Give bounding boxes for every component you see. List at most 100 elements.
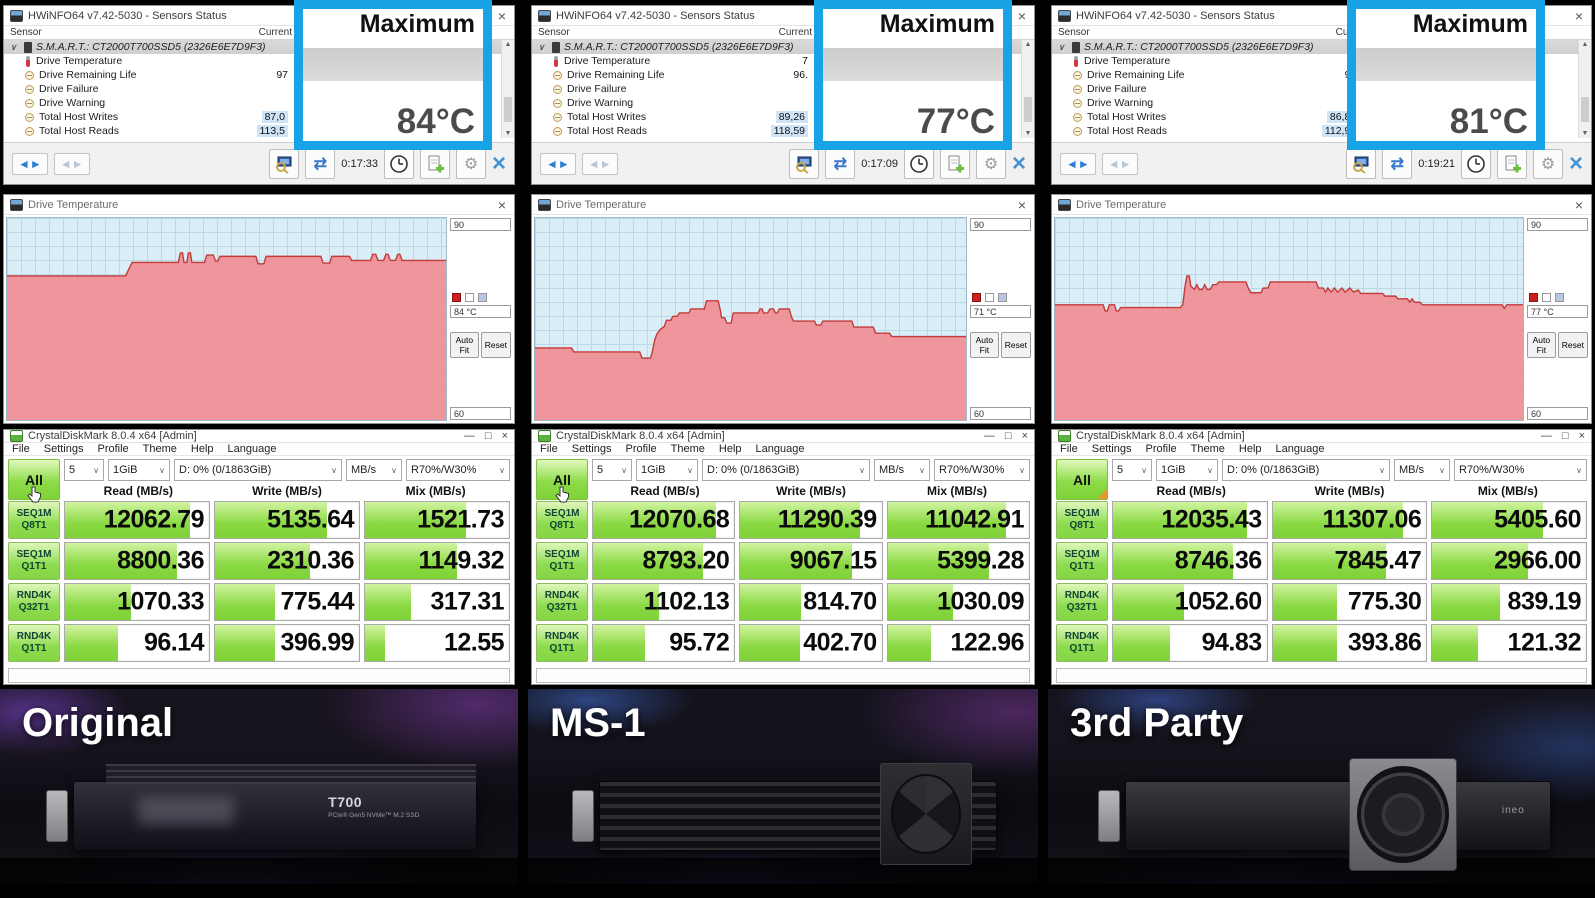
menu-language[interactable]: Language <box>755 443 805 455</box>
y-max-box[interactable]: 90 <box>1527 218 1588 231</box>
nav-back-forward-button[interactable]: ◄► <box>540 152 576 175</box>
menu-file[interactable]: File <box>540 443 558 455</box>
nav-back-forward-button[interactable]: ◄► <box>12 152 48 175</box>
scroll-thumb[interactable] <box>1581 96 1589 123</box>
menu-help[interactable]: Help <box>190 443 214 455</box>
target-drive-select[interactable]: D: 0% (0/1863GiB) ∨ <box>174 459 342 481</box>
graph-titlebar[interactable]: Drive Temperature × <box>532 195 1034 215</box>
close-icon[interactable]: × <box>1574 196 1583 213</box>
menu-theme[interactable]: Theme <box>1190 443 1225 455</box>
sensor-row-remaining-life[interactable]: Drive Remaining Life 96. <box>532 68 1034 82</box>
menu-profile[interactable]: Profile <box>625 443 657 455</box>
sensor-row-failure[interactable]: Drive Failure <box>1052 82 1591 96</box>
menu-theme[interactable]: Theme <box>142 443 177 455</box>
chevron-down-icon[interactable]: ∨ <box>1058 41 1065 52</box>
bg-color-swatch[interactable] <box>985 293 994 303</box>
bg-color-swatch[interactable] <box>465 293 474 303</box>
cdm-titlebar[interactable]: CrystalDiskMark 8.0.4 x64 [Admin] — □ × <box>532 430 1034 443</box>
auto-fit-button[interactable]: Auto Fit <box>1527 332 1556 359</box>
sensor-row-temperature[interactable]: Drive Temperature <box>4 54 514 68</box>
test-label-button[interactable]: RND4K Q32T1 <box>536 583 588 621</box>
minimize-icon[interactable]: — <box>983 430 995 442</box>
monitor-search-button[interactable] <box>269 148 300 179</box>
refresh-button[interactable]: ⇄ <box>305 148 336 179</box>
graph-titlebar[interactable]: Drive Temperature × <box>4 195 514 215</box>
close-sensors-icon[interactable]: × <box>1568 149 1583 177</box>
unit-select[interactable]: MB/s ∨ <box>1394 459 1450 481</box>
sensor-row-warning[interactable]: Drive Warning <box>4 96 514 110</box>
close-icon[interactable]: × <box>1578 430 1585 442</box>
cdm-titlebar[interactable]: CrystalDiskMark 8.0.4 x64 [Admin] — □ × <box>1052 430 1591 443</box>
settings-button[interactable]: ⚙ <box>455 148 486 179</box>
current-temp-box[interactable]: 77 °C <box>1527 305 1588 319</box>
close-icon[interactable]: × <box>1021 430 1028 442</box>
sensor-row-warning[interactable]: Drive Warning <box>1052 96 1591 110</box>
reset-button[interactable]: Reset <box>1557 332 1588 359</box>
test-label-button[interactable]: RND4K Q1T1 <box>536 624 588 662</box>
chevron-down-icon[interactable]: ∨ <box>538 41 545 52</box>
sensor-row-warning[interactable]: Drive Warning <box>532 96 1034 110</box>
test-count-select[interactable]: 5 ∨ <box>64 459 104 481</box>
grid-color-swatch[interactable] <box>1555 293 1564 303</box>
minimize-icon[interactable]: — <box>463 430 475 442</box>
logging-button[interactable] <box>419 148 450 179</box>
auto-fit-button[interactable]: Auto Fit <box>970 332 999 359</box>
chevron-down-icon[interactable]: ∨ <box>10 41 17 52</box>
test-label-button[interactable]: RND4K Q32T1 <box>8 583 60 621</box>
graph-titlebar[interactable]: Drive Temperature × <box>1052 195 1591 215</box>
scroll-up-icon[interactable]: ▲ <box>504 41 512 48</box>
scrollbar[interactable]: ▲ ▼ <box>501 40 514 138</box>
sensor-row-temperature[interactable]: Drive Temperature 7 <box>532 54 1034 68</box>
scroll-down-icon[interactable]: ▼ <box>1581 130 1589 137</box>
menu-file[interactable]: File <box>1060 443 1078 455</box>
maximize-icon[interactable]: □ <box>484 430 492 442</box>
monitor-search-button[interactable] <box>1346 148 1377 179</box>
menu-profile[interactable]: Profile <box>97 443 129 455</box>
settings-button[interactable]: ⚙ <box>1532 148 1563 179</box>
y-min-box[interactable]: 60 <box>1527 407 1588 420</box>
menu-language[interactable]: Language <box>227 443 277 455</box>
mix-ratio-select[interactable]: R70%/W30% ∨ <box>1454 459 1587 481</box>
test-size-select[interactable]: 1GiB ∨ <box>108 459 170 481</box>
scroll-thumb[interactable] <box>504 96 512 123</box>
grid-color-swatch[interactable] <box>998 293 1007 303</box>
y-max-box[interactable]: 90 <box>970 218 1031 231</box>
scroll-down-icon[interactable]: ▼ <box>504 130 512 137</box>
scroll-down-icon[interactable]: ▼ <box>1024 130 1032 137</box>
reset-button[interactable]: Reset <box>1000 332 1031 359</box>
current-temp-box[interactable]: 71 °C <box>970 305 1031 319</box>
menu-settings[interactable]: Settings <box>571 443 612 455</box>
clock-button[interactable] <box>1460 148 1491 179</box>
sensor-row-host-writes[interactable]: Total Host Writes 89,26 <box>532 110 1034 124</box>
test-label-button[interactable]: SEQ1M Q8T1 <box>8 501 60 539</box>
menu-file[interactable]: File <box>12 443 30 455</box>
test-label-button[interactable]: SEQ1M Q1T1 <box>8 542 60 580</box>
grid-color-swatch[interactable] <box>478 293 487 303</box>
sensor-row-host-reads[interactable]: Total Host Reads 118,59 <box>532 124 1034 138</box>
y-min-box[interactable]: 60 <box>450 407 511 420</box>
close-icon[interactable]: × <box>1017 7 1026 24</box>
series-color-swatch[interactable] <box>972 293 981 303</box>
minimize-icon[interactable]: — <box>1540 430 1552 442</box>
monitor-search-button[interactable] <box>789 148 820 179</box>
settings-button[interactable]: ⚙ <box>975 148 1006 179</box>
logging-button[interactable] <box>939 148 970 179</box>
series-color-swatch[interactable] <box>452 293 461 303</box>
test-label-button[interactable]: RND4K Q1T1 <box>8 624 60 662</box>
nav-back-forward-button[interactable]: ◄► <box>1060 152 1096 175</box>
bg-color-swatch[interactable] <box>1542 293 1551 303</box>
close-sensors-icon[interactable]: × <box>491 149 506 177</box>
close-icon[interactable]: × <box>501 430 508 442</box>
close-icon[interactable]: × <box>497 196 506 213</box>
close-icon[interactable]: × <box>1017 196 1026 213</box>
current-temp-box[interactable]: 84 °C <box>450 305 511 319</box>
menu-profile[interactable]: Profile <box>1145 443 1177 455</box>
test-label-button[interactable]: SEQ1M Q1T1 <box>536 542 588 580</box>
sensor-row-remaining-life[interactable]: Drive Remaining Life 97 <box>4 68 514 82</box>
test-count-select[interactable]: 5 ∨ <box>1112 459 1152 481</box>
test-size-select[interactable]: 1GiB ∨ <box>636 459 698 481</box>
test-label-button[interactable]: SEQ1M Q8T1 <box>1056 501 1108 539</box>
menu-help[interactable]: Help <box>718 443 742 455</box>
y-max-box[interactable]: 90 <box>450 218 511 231</box>
mix-ratio-select[interactable]: R70%/W30% ∨ <box>934 459 1030 481</box>
